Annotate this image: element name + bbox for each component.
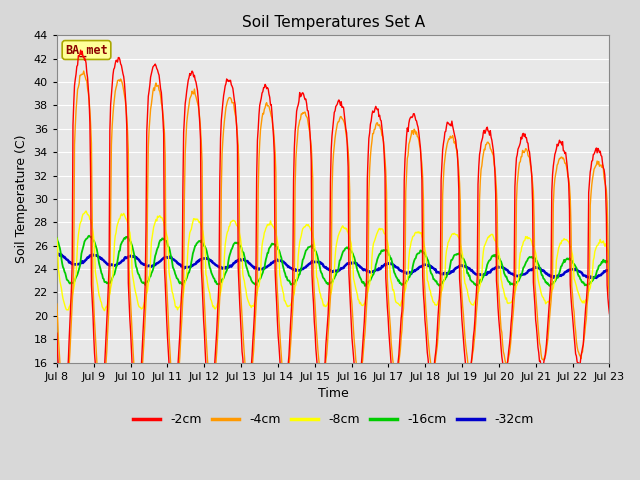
-4cm xyxy=(122,97,129,103)
Line: -4cm: -4cm xyxy=(57,71,609,407)
-16cm xyxy=(605,261,613,266)
Title: Soil Temperatures Set A: Soil Temperatures Set A xyxy=(241,15,425,30)
-8cm xyxy=(605,255,613,261)
-4cm xyxy=(605,294,613,300)
Text: BA_met: BA_met xyxy=(65,44,108,57)
Line: -2cm: -2cm xyxy=(57,50,609,416)
-4cm xyxy=(61,404,68,410)
-8cm xyxy=(100,308,108,313)
-4cm xyxy=(177,326,185,332)
-32cm xyxy=(176,262,184,267)
-16cm xyxy=(63,277,70,283)
-16cm xyxy=(120,235,128,241)
-32cm xyxy=(605,267,613,273)
-2cm xyxy=(58,413,66,419)
-32cm xyxy=(63,257,70,263)
-8cm xyxy=(207,296,214,302)
-2cm xyxy=(207,400,214,406)
-4cm xyxy=(418,161,426,167)
-32cm xyxy=(589,275,597,281)
-8cm xyxy=(402,285,410,291)
-16cm xyxy=(53,235,61,241)
-2cm xyxy=(418,177,426,183)
-2cm xyxy=(402,144,410,150)
-8cm xyxy=(177,299,185,305)
-2cm xyxy=(53,330,61,336)
-16cm xyxy=(177,279,184,285)
-2cm xyxy=(177,294,185,300)
-8cm xyxy=(418,234,426,240)
-4cm xyxy=(53,301,61,307)
-8cm xyxy=(122,214,129,220)
Y-axis label: Soil Temperature (C): Soil Temperature (C) xyxy=(15,135,28,263)
Legend: -2cm, -4cm, -8cm, -16cm, -32cm: -2cm, -4cm, -8cm, -16cm, -32cm xyxy=(128,408,539,431)
-16cm xyxy=(402,280,410,286)
-4cm xyxy=(402,189,410,194)
-16cm xyxy=(418,249,426,254)
X-axis label: Time: Time xyxy=(318,387,349,400)
-32cm xyxy=(417,264,424,270)
-2cm xyxy=(64,369,72,375)
-4cm xyxy=(207,384,214,390)
-2cm xyxy=(122,91,129,97)
Line: -32cm: -32cm xyxy=(57,253,609,278)
Line: -16cm: -16cm xyxy=(57,236,609,286)
-2cm xyxy=(77,47,84,53)
-16cm xyxy=(85,233,93,239)
-8cm xyxy=(53,235,61,241)
-16cm xyxy=(206,264,214,270)
-16cm xyxy=(361,283,369,289)
-8cm xyxy=(63,307,70,313)
-32cm xyxy=(120,257,127,263)
-32cm xyxy=(205,257,213,263)
-4cm xyxy=(80,68,88,74)
Line: -8cm: -8cm xyxy=(57,211,609,311)
-32cm xyxy=(53,250,61,256)
-4cm xyxy=(64,383,72,388)
-8cm xyxy=(82,208,90,214)
-2cm xyxy=(605,311,613,317)
-32cm xyxy=(401,269,408,275)
